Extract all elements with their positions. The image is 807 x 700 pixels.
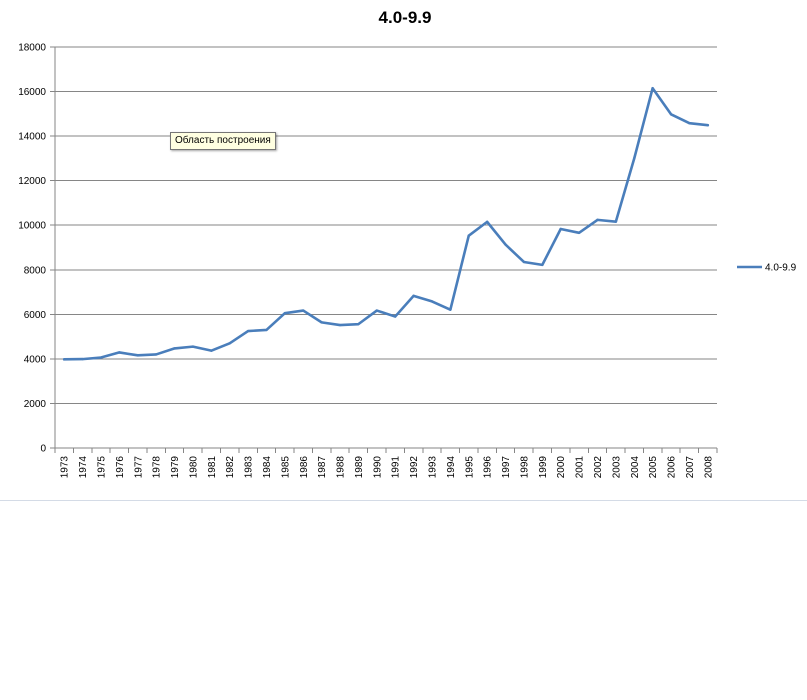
data-point bbox=[246, 329, 250, 333]
x-tick-label: 1983 bbox=[244, 456, 255, 479]
data-point bbox=[81, 357, 84, 361]
x-tick-label: 1992 bbox=[409, 456, 420, 479]
x-tick-label: 1976 bbox=[115, 456, 126, 479]
y-tick-label: 10000 bbox=[18, 221, 46, 232]
x-tick-label: 2008 bbox=[703, 456, 714, 479]
bottom-divider bbox=[0, 500, 807, 501]
x-tick-label: 2005 bbox=[648, 456, 659, 479]
x-tick-label: 1996 bbox=[483, 456, 494, 479]
x-tick-label: 2003 bbox=[611, 456, 622, 479]
data-point bbox=[614, 220, 618, 223]
y-tick-label: 18000 bbox=[18, 43, 46, 54]
plot-area-tooltip: Область построения bbox=[170, 132, 276, 150]
x-tick-label: 2006 bbox=[667, 456, 678, 479]
x-tick-label: 1979 bbox=[170, 456, 181, 479]
data-point bbox=[669, 113, 673, 116]
x-tick-label: 1995 bbox=[464, 456, 475, 479]
data-point bbox=[320, 321, 323, 324]
data-point bbox=[154, 353, 158, 356]
data-point bbox=[596, 218, 599, 222]
data-point bbox=[62, 358, 66, 361]
y-tick-label: 6000 bbox=[24, 310, 47, 321]
data-point bbox=[302, 309, 305, 312]
y-tick-label: 8000 bbox=[24, 265, 47, 276]
x-tick-label: 1994 bbox=[446, 456, 457, 479]
data-point bbox=[504, 243, 507, 246]
data-point bbox=[467, 234, 470, 237]
legend: 4.0-9.9 bbox=[737, 263, 797, 274]
data-point bbox=[357, 322, 360, 326]
data-point bbox=[449, 308, 452, 311]
data-point bbox=[633, 157, 636, 160]
x-tick-label: 2007 bbox=[685, 456, 696, 479]
chart-title: 4.0-9.9 bbox=[379, 8, 432, 27]
x-tick-label: 1985 bbox=[280, 456, 291, 479]
y-axis-tick-labels: 0 2000 4000 6000 8000 10000 12000 14000 16000 180… bbox=[18, 43, 46, 455]
data-point bbox=[412, 294, 415, 298]
data-point bbox=[541, 263, 544, 267]
data-point bbox=[283, 312, 287, 315]
data-point bbox=[485, 220, 489, 224]
y-tick-label: 14000 bbox=[18, 132, 46, 143]
data-point bbox=[430, 300, 434, 303]
data-point bbox=[393, 315, 397, 318]
x-tick-label: 2004 bbox=[630, 456, 641, 479]
x-tick-label: 1977 bbox=[133, 456, 144, 479]
series-line bbox=[62, 86, 710, 361]
x-tick-label: 2000 bbox=[556, 456, 567, 479]
data-point bbox=[191, 345, 195, 348]
data-point bbox=[706, 123, 710, 127]
data-point bbox=[99, 356, 103, 359]
x-tick-label: 1981 bbox=[207, 456, 218, 479]
x-tick-label: 1997 bbox=[501, 456, 512, 479]
x-tick-label: 2001 bbox=[575, 456, 586, 479]
x-tick-label: 1984 bbox=[262, 456, 273, 479]
x-tick-label: 1975 bbox=[96, 456, 107, 479]
data-point bbox=[577, 231, 581, 234]
data-point bbox=[338, 323, 342, 327]
y-tick-label: 4000 bbox=[24, 354, 47, 365]
x-tick-label: 1982 bbox=[225, 456, 236, 479]
x-tick-label: 1999 bbox=[538, 456, 549, 479]
x-tick-label: 2002 bbox=[593, 456, 604, 479]
data-point bbox=[228, 342, 231, 345]
data-point bbox=[265, 328, 268, 332]
chart-area: 4.0-9.9 0 2000 4000 6000 8000 10000 12000 14000… bbox=[18, 8, 797, 479]
x-tick-label: 1989 bbox=[354, 456, 365, 479]
x-tick-label: 1986 bbox=[299, 456, 310, 479]
data-point bbox=[210, 349, 213, 352]
line-chart: 4.0-9.9 0 2000 4000 6000 8000 10000 12000 14000… bbox=[18, 8, 797, 479]
x-tick-label: 1990 bbox=[372, 456, 383, 479]
x-tick-label: 1987 bbox=[317, 456, 328, 479]
x-tick-label: 1980 bbox=[188, 456, 199, 479]
x-tick-label: 1998 bbox=[519, 456, 530, 479]
y-tick-label: 12000 bbox=[18, 176, 46, 187]
data-point bbox=[375, 309, 379, 312]
data-point bbox=[118, 351, 121, 354]
x-tick-label: 1993 bbox=[427, 456, 438, 479]
x-tick-label: 1978 bbox=[152, 456, 163, 479]
data-point bbox=[688, 121, 691, 125]
data-point bbox=[651, 87, 654, 90]
legend-label: 4.0-9.9 bbox=[765, 263, 797, 274]
series-layer bbox=[62, 86, 710, 361]
data-point bbox=[559, 227, 562, 231]
y-tick-label: 2000 bbox=[24, 399, 47, 410]
data-point bbox=[136, 354, 139, 357]
data-point bbox=[522, 260, 526, 264]
x-tick-label: 1973 bbox=[60, 456, 71, 479]
gridlines bbox=[50, 46, 717, 449]
y-tick-label: 0 bbox=[40, 444, 46, 455]
y-tick-label: 16000 bbox=[18, 87, 46, 98]
axes bbox=[54, 47, 718, 453]
data-point bbox=[173, 347, 176, 350]
x-tick-label: 1991 bbox=[391, 456, 402, 479]
x-tick-label: 1988 bbox=[336, 456, 347, 479]
x-tick-label: 1974 bbox=[78, 456, 89, 479]
x-axis-tick-labels: 1973 1974 1975 1976 1977 1978 1979 1980 1981 1982… bbox=[60, 456, 715, 479]
